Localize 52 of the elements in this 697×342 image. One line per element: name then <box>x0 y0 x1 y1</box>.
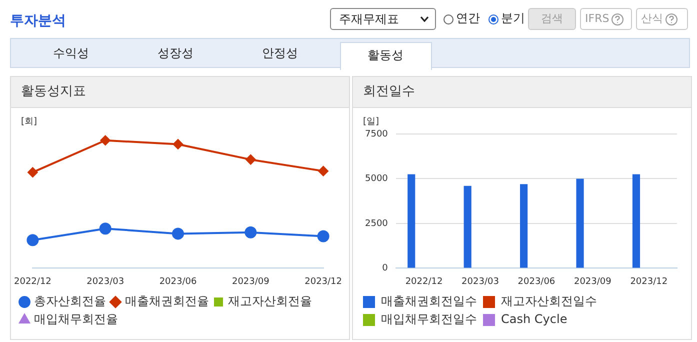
text: 주재무제표 <box>339 12 399 26</box>
y-tick-label: 0 <box>382 264 388 274</box>
bar <box>520 184 528 268</box>
y-tick-label: 2500 <box>365 218 388 229</box>
chart-title: 회전일수 <box>353 77 691 108</box>
legend-label: 매출채권회전율 <box>125 294 209 308</box>
legend-label: 매입채무회전율 <box>34 312 118 326</box>
x-tick-label: 2023/03 <box>86 276 124 287</box>
x-tick-label: 2023/12 <box>304 276 342 287</box>
bar <box>576 178 584 268</box>
text: 활동성 <box>340 42 432 70</box>
text: IFRS <box>585 11 610 27</box>
text: 수익성 <box>52 45 90 62</box>
x-tick-label: 2022/12 <box>405 276 443 287</box>
point <box>99 222 112 235</box>
legend-label: 매출채권회전일수 <box>381 294 477 308</box>
y-tick-label: 7500 <box>365 129 388 140</box>
legend-label: 총자산회전율 <box>34 294 106 308</box>
x-tick-label: 2023/06 <box>159 276 197 287</box>
point <box>173 139 183 150</box>
x-tick-label: 2022/12 <box>14 276 52 287</box>
point <box>244 226 257 238</box>
x-tick-label: 2023/03 <box>462 276 499 287</box>
point <box>28 167 38 178</box>
point <box>318 166 328 176</box>
legend-label: 매입채무회전일수 <box>381 312 477 326</box>
point <box>246 154 256 165</box>
x-tick-label: 2023/09 <box>574 276 612 287</box>
x-tick-label: 2023/12 <box>630 276 668 287</box>
point <box>172 228 184 240</box>
text: 분기 <box>501 10 525 27</box>
legend-label: Cash Cycle <box>501 312 568 326</box>
legend-label: 재고자산회전일수 <box>501 294 597 308</box>
text: 안정성 <box>261 45 299 62</box>
legend-label: 재고자산회전율 <box>228 294 312 308</box>
text: 산식 <box>641 11 663 27</box>
point <box>100 135 110 146</box>
text: 성장성 <box>156 45 194 62</box>
x-tick-label: 2023/06 <box>518 276 556 287</box>
text: 검색 <box>528 8 576 30</box>
bar <box>408 174 416 268</box>
y-axis-title: [회] <box>21 116 38 128</box>
chart-title: 활동성지표 <box>11 77 349 108</box>
y-axis-title: [일] <box>363 116 380 128</box>
text: 연간 <box>456 10 480 27</box>
point <box>317 230 330 242</box>
bar <box>464 186 472 268</box>
point <box>26 234 39 246</box>
y-tick-label: 5000 <box>365 174 388 184</box>
bar <box>632 174 640 268</box>
x-tick-label: 2023/09 <box>232 276 270 287</box>
text: 투자분석 <box>10 12 66 30</box>
